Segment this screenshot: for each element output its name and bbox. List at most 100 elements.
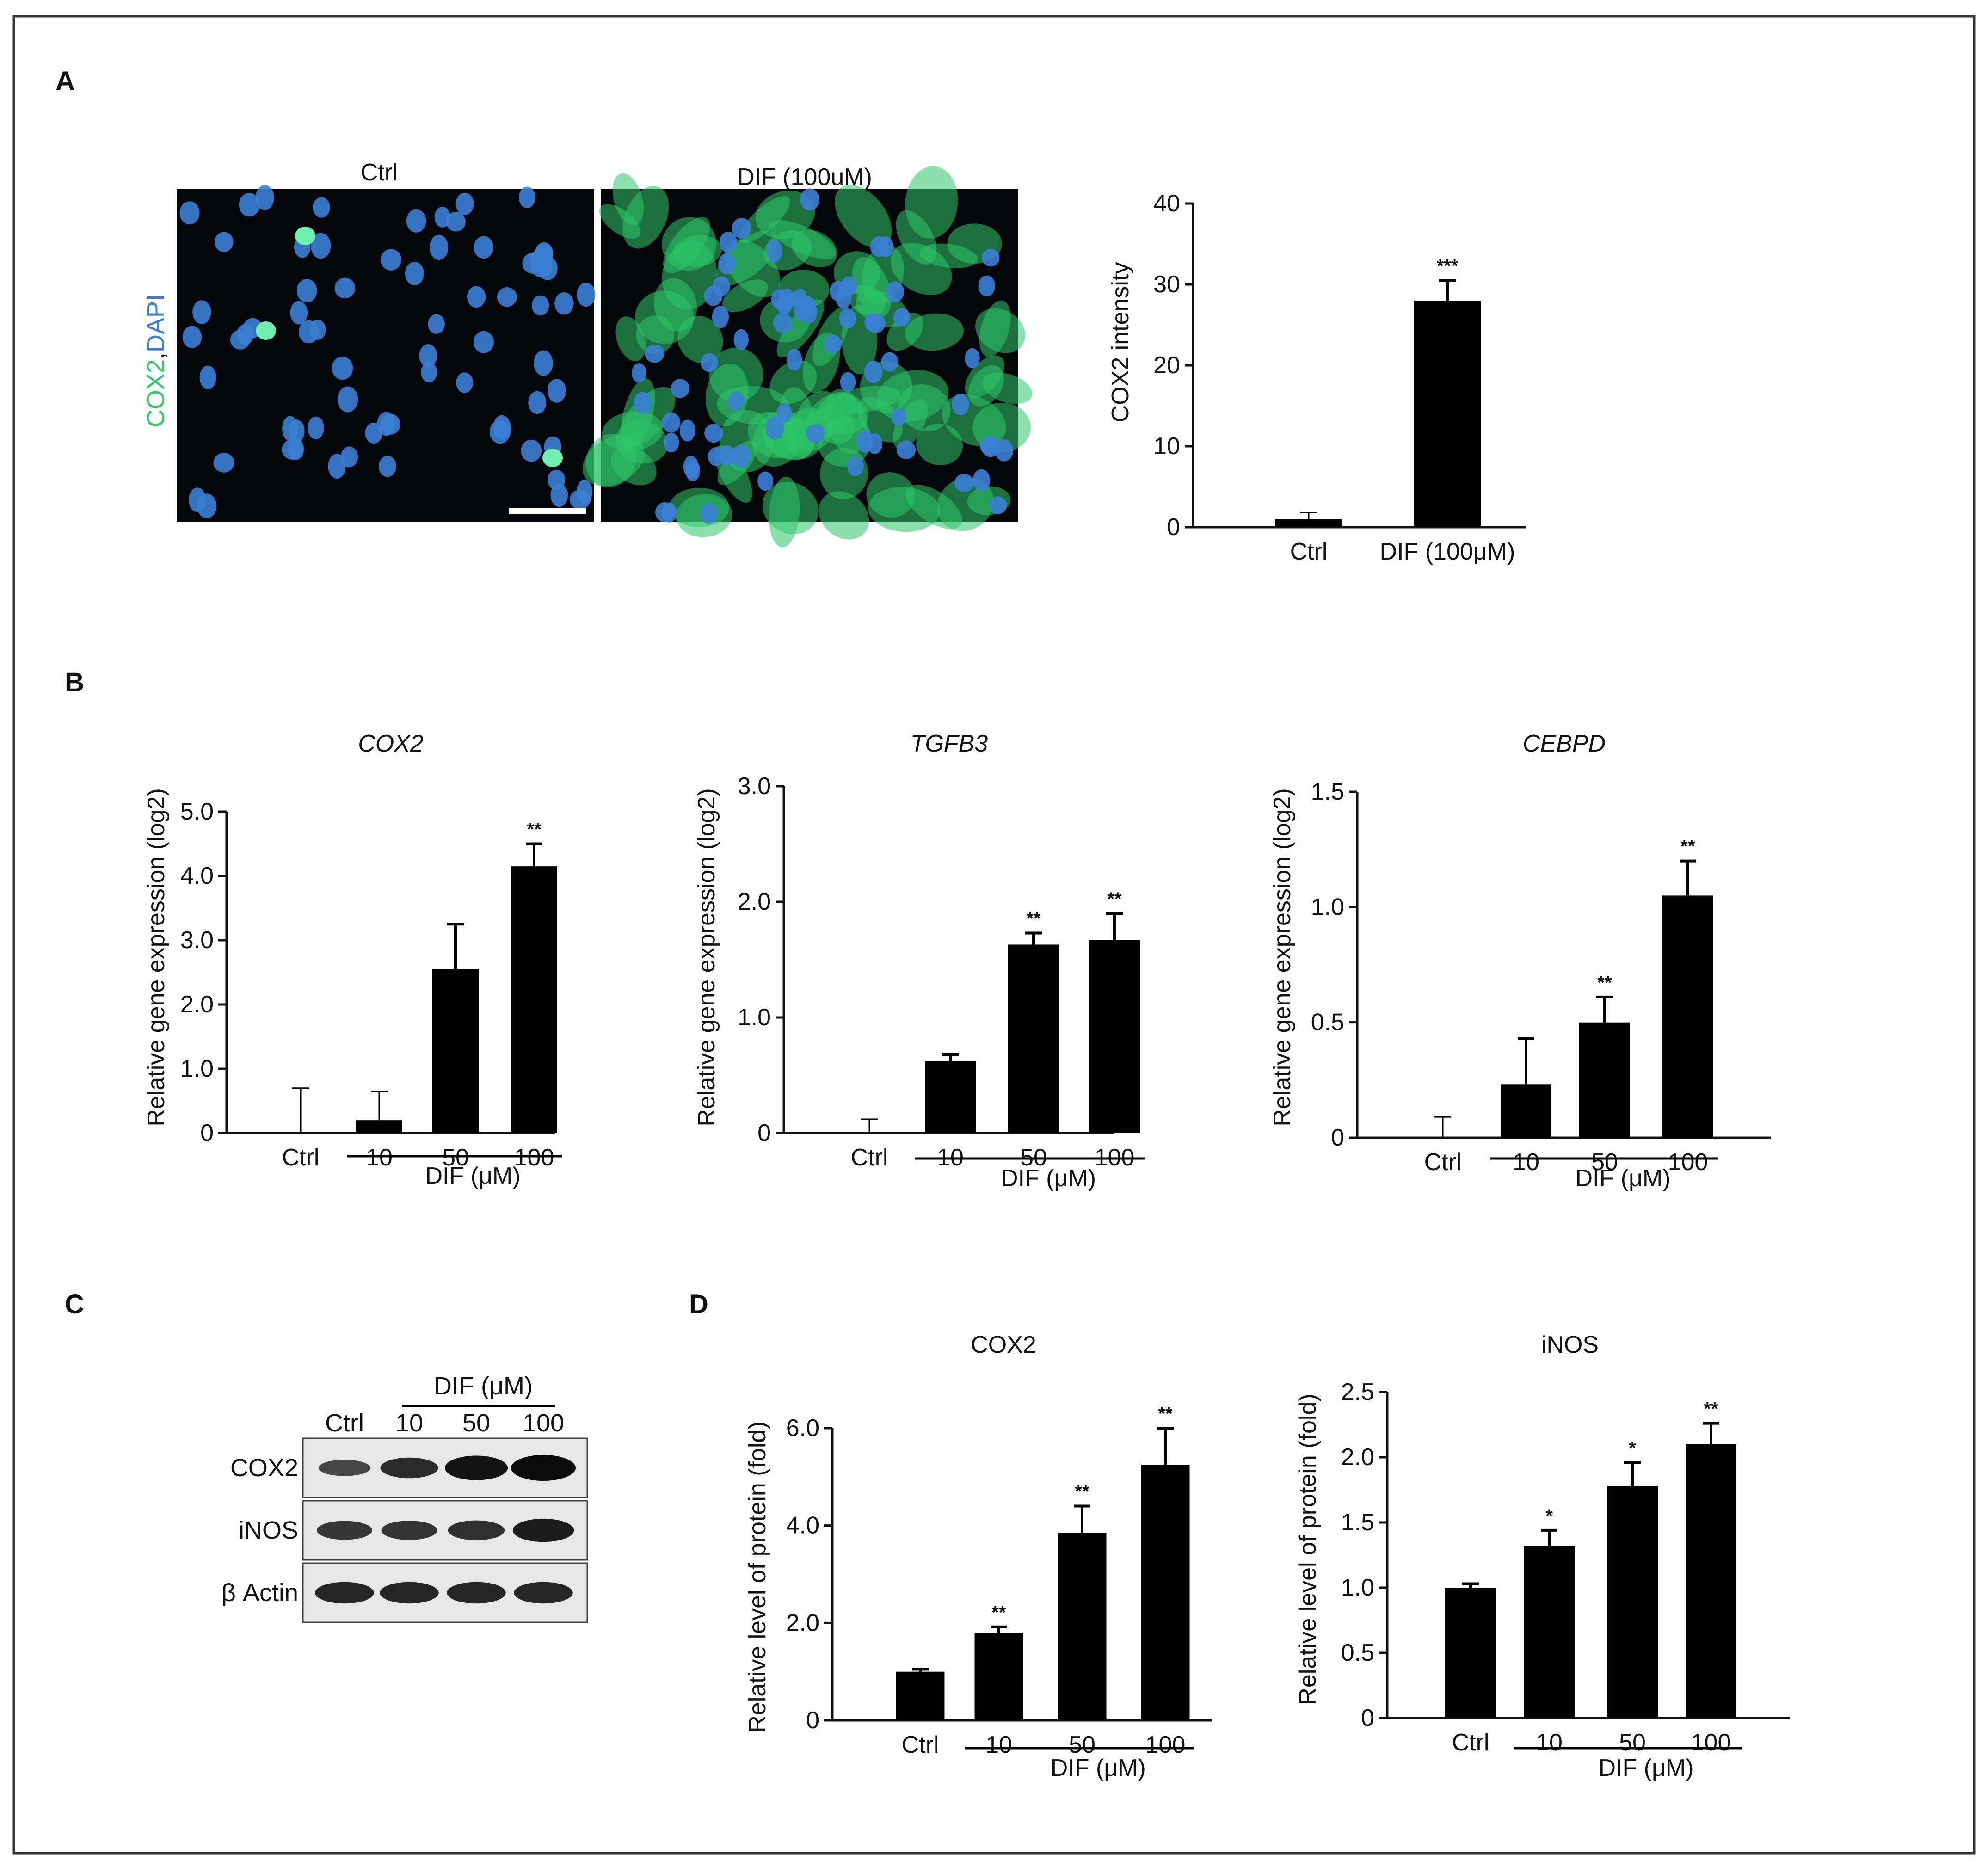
nucleus xyxy=(577,283,596,307)
bar xyxy=(1089,940,1140,1133)
group-label: DIF (μM) xyxy=(425,1163,520,1189)
blot-band xyxy=(315,1582,374,1604)
blot-band xyxy=(448,1520,505,1540)
nucleus xyxy=(989,496,1007,514)
nucleus xyxy=(192,300,211,324)
nucleus xyxy=(446,211,466,232)
nucleus xyxy=(213,453,234,473)
nucleus xyxy=(896,440,916,459)
significance-marker: ** xyxy=(1680,837,1695,857)
y-tick-label: 5.0 xyxy=(180,798,214,825)
y-tick-label: 2.0 xyxy=(738,888,771,915)
nucleus xyxy=(856,430,874,453)
nucleus xyxy=(311,233,331,259)
blot-band xyxy=(380,1457,438,1479)
blot-lane-label: 50 xyxy=(462,1409,490,1437)
significance-marker: ** xyxy=(1704,1399,1718,1419)
cox2-cytoplasm xyxy=(876,370,948,422)
nucleus xyxy=(886,281,905,302)
y-tick-label: 0 xyxy=(200,1120,214,1146)
nucleus xyxy=(340,446,358,468)
nucleus xyxy=(645,344,665,363)
y-tick-label: 0 xyxy=(757,1120,771,1146)
western-blot: DIF (μM) Ctrl 10 50 100 COX2 iNOS β Actin xyxy=(222,1372,588,1623)
chart-title: iNOS xyxy=(1541,1331,1599,1358)
nucleus xyxy=(406,209,426,233)
nucleus xyxy=(733,329,749,350)
y-axis-label: Relative gene expression (log2) xyxy=(1269,788,1296,1126)
nucleus xyxy=(719,445,736,466)
cox2-cytoplasm xyxy=(975,308,1026,353)
y-tick-label: 0 xyxy=(1167,514,1180,541)
x-tick-label: 100 xyxy=(1668,1149,1708,1176)
nucleus xyxy=(214,232,234,252)
y-tick-label: 1.5 xyxy=(1341,1509,1374,1536)
chart-cox2-protein: 0 2.0 4.0 6.0 Relative level of protein (fol… xyxy=(744,1331,1212,1781)
nucleus xyxy=(332,356,353,380)
nucleus xyxy=(713,276,730,296)
nucleus xyxy=(765,417,784,440)
y-tick-label: 40 xyxy=(1153,190,1180,217)
nucleus xyxy=(794,299,812,322)
cox2-cytoplasm xyxy=(892,399,928,449)
bar xyxy=(1501,1084,1551,1138)
bar xyxy=(511,866,557,1133)
nucleus xyxy=(952,393,969,416)
bar xyxy=(1686,1444,1736,1718)
significance-marker: ** xyxy=(1075,1482,1089,1502)
significance-marker: ** xyxy=(1107,889,1122,909)
y-tick-label: 1.5 xyxy=(1311,778,1344,805)
y-tick-label: 4.0 xyxy=(180,863,214,889)
nucleus xyxy=(720,231,737,253)
nucleus xyxy=(547,469,566,490)
nucleus xyxy=(839,308,856,329)
x-tick-label: Ctrl xyxy=(282,1144,320,1171)
chart-inos-protein: 0 0.5 1.0 1.5 2.0 2.5 Relative level of protei… xyxy=(1294,1331,1790,1781)
nucleus xyxy=(972,469,991,492)
bar xyxy=(974,1633,1023,1720)
nucleus xyxy=(288,437,304,460)
x-tick-label: Ctrl xyxy=(851,1144,888,1171)
nucleus xyxy=(474,236,494,259)
nucleus xyxy=(806,424,825,443)
nucleus xyxy=(701,353,718,372)
y-tick-label: 0 xyxy=(1331,1124,1344,1151)
bar xyxy=(1579,1022,1630,1138)
nucleus xyxy=(554,292,574,315)
nucleus xyxy=(732,218,751,239)
x-tick-label: Ctrl xyxy=(1424,1149,1462,1176)
nucleus xyxy=(712,305,729,328)
nucleus xyxy=(633,392,652,414)
x-tick-label: DIF (100μM) xyxy=(1380,538,1515,565)
chart-cox2-gene: 0 1.0 2.0 3.0 4.0 5.0 Relative gene expression… xyxy=(143,730,562,1189)
nucleus xyxy=(576,479,593,504)
nucleus xyxy=(239,192,260,217)
nucleus xyxy=(864,360,883,383)
x-tick-label: 50 xyxy=(1619,1729,1646,1756)
x-tick-label: Ctrl xyxy=(1290,538,1328,565)
blot-lane-label: 10 xyxy=(395,1409,423,1437)
cox2-positive-cell xyxy=(256,321,276,340)
micrograph-ylabel: COX2,DAPI xyxy=(142,294,170,427)
cox2-cytoplasm xyxy=(662,240,717,310)
nucleus xyxy=(313,197,330,218)
y-tick-label: 0 xyxy=(806,1707,819,1734)
nucleus xyxy=(199,365,216,389)
y-tick-label: 2.0 xyxy=(786,1609,819,1636)
blot-row-label: iNOS xyxy=(239,1516,298,1544)
x-tick-label: 10 xyxy=(1513,1149,1539,1176)
chart-cebpd-gene: 0 0.5 1.0 1.5 Relative gene expression (log2… xyxy=(1269,730,1771,1192)
y-tick-label: 4.0 xyxy=(786,1512,819,1539)
nucleus xyxy=(182,326,202,348)
panel-label-b: B xyxy=(65,667,84,697)
nucleus xyxy=(419,344,437,368)
chart-title: COX2 xyxy=(358,730,424,757)
bar xyxy=(356,1120,402,1133)
y-tick-label: 1.0 xyxy=(1341,1574,1374,1601)
nucleus xyxy=(978,275,996,296)
micrograph-dif-cells xyxy=(582,166,1033,548)
significance-marker: ** xyxy=(1158,1404,1173,1424)
group-label: DIF (μM) xyxy=(1051,1755,1146,1781)
nucleus xyxy=(663,432,679,453)
